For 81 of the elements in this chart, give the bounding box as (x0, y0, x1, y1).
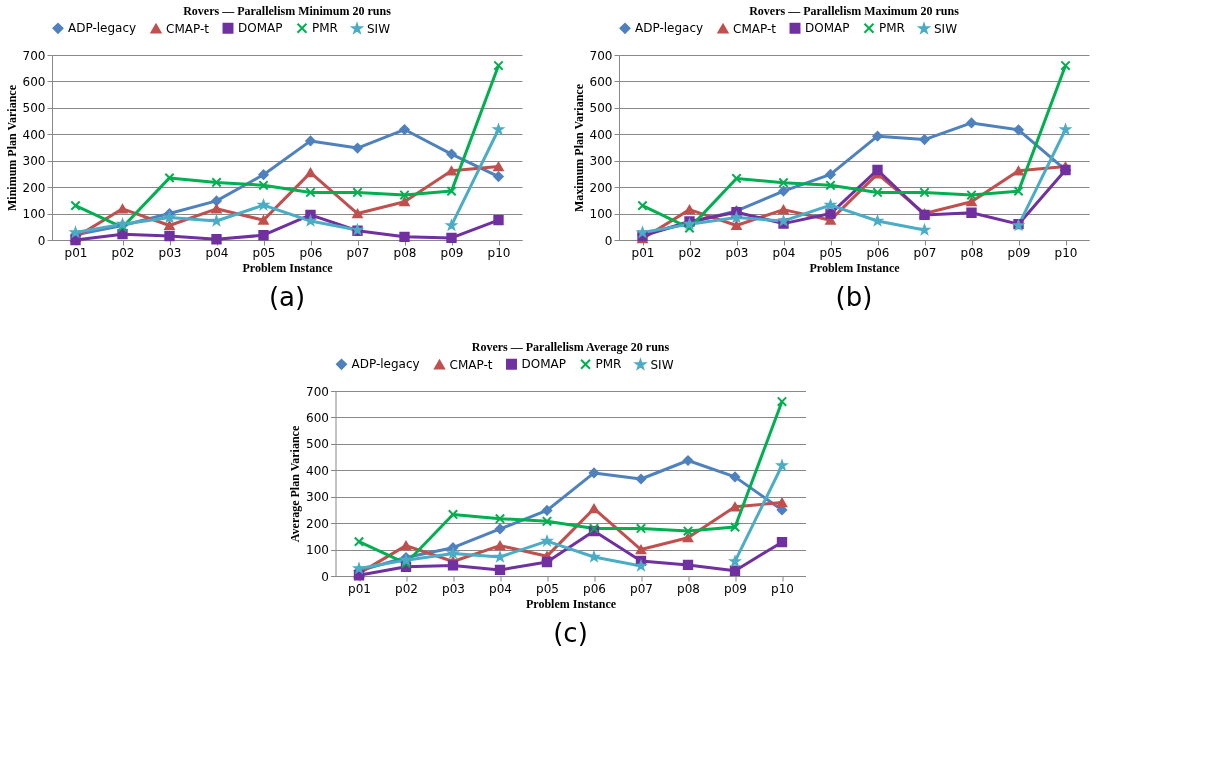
chart-title: Rovers — Parallelism Average 20 runs (471, 340, 670, 354)
y-tick-label: 100 (589, 207, 613, 222)
legend-label: CMAP-t (733, 21, 777, 36)
y-tick-label: 600 (22, 74, 46, 89)
x-tick-label: p08 (677, 581, 700, 596)
x-tick-label: p08 (960, 245, 984, 260)
y-tick-label: 300 (22, 154, 46, 169)
legend-label: ADP-legacy (351, 357, 420, 372)
y-axis-title: Maximum Plan Variance (571, 83, 586, 212)
x-tick-label: p09 (1007, 245, 1031, 260)
x-tick-label: p08 (393, 245, 417, 260)
chart-title: Rovers — Parallelism Minimum 20 runs (183, 4, 392, 18)
y-tick-label: 500 (589, 101, 613, 116)
legend-label: CMAP-t (449, 357, 493, 372)
y-tick-label: 100 (306, 543, 329, 558)
x-tick-label: p03 (725, 245, 749, 260)
x-tick-label: p06 (299, 245, 323, 260)
text: (c) (553, 618, 588, 648)
y-axis-title: Average Plan Variance (288, 425, 303, 543)
y-tick-label: 400 (22, 127, 46, 142)
y-tick-label: 200 (589, 180, 613, 195)
x-tick-label: p01 (64, 245, 88, 260)
legend-label: ADP-legacy (68, 21, 137, 36)
x-tick-label: p03 (158, 245, 182, 260)
y-tick-label: 600 (589, 74, 613, 89)
x-tick-label: p10 (1054, 245, 1078, 260)
y-tick-label: 0 (321, 569, 329, 584)
legend-label: SIW (934, 21, 958, 36)
y-tick-label: 600 (306, 410, 329, 425)
y-tick-label: 200 (306, 516, 329, 531)
legend-label: CMAP-t (166, 21, 210, 36)
y-tick-label: 500 (306, 437, 329, 452)
legend-label: DOMAP (238, 21, 283, 36)
y-tick-label: 700 (306, 384, 329, 399)
y-tick-label: 500 (22, 101, 46, 116)
y-tick-label: 700 (22, 48, 46, 63)
legend-label: PMR (595, 357, 622, 372)
text: (b) (835, 282, 873, 312)
x-tick-label: p09 (724, 581, 747, 596)
y-tick-label: 300 (589, 154, 613, 169)
x-axis-title: Problem Instance (525, 596, 617, 611)
x-tick-label: p01 (631, 245, 655, 260)
x-axis-title: Problem Instance (242, 260, 334, 275)
x-tick-label: p07 (913, 245, 937, 260)
chart-title: Rovers — Parallelism Maximum 20 runs (749, 4, 960, 18)
x-tick-label: p05 (252, 245, 276, 260)
y-tick-label: 100 (22, 207, 46, 222)
x-tick-label: p01 (348, 581, 371, 596)
x-tick-label: p02 (395, 581, 418, 596)
x-tick-label: p05 (819, 245, 843, 260)
legend-label: ADP-legacy (635, 21, 704, 36)
y-axis-title: Minimum Plan Variance (4, 84, 19, 212)
legend-label: PMR (879, 21, 905, 36)
x-tick-label: p10 (487, 245, 511, 260)
legend-label: SIW (367, 21, 391, 36)
text: (a) (268, 282, 306, 312)
legend-label: PMR (312, 21, 338, 36)
y-tick-label: 0 (37, 233, 46, 248)
x-tick-label: p02 (678, 245, 702, 260)
x-tick-label: p05 (536, 581, 559, 596)
y-tick-label: 400 (589, 127, 613, 142)
x-tick-label: p09 (440, 245, 464, 260)
y-tick-label: 300 (306, 490, 329, 505)
x-tick-label: p03 (442, 581, 465, 596)
x-tick-label: p10 (771, 581, 794, 596)
x-tick-label: p04 (772, 245, 796, 260)
x-tick-label: p07 (346, 245, 370, 260)
x-tick-label: p06 (583, 581, 606, 596)
x-tick-label: p07 (630, 581, 653, 596)
x-tick-label: p02 (111, 245, 135, 260)
legend-label: SIW (650, 357, 674, 372)
y-tick-label: 0 (604, 233, 613, 248)
y-tick-label: 200 (22, 180, 46, 195)
x-tick-label: p04 (489, 581, 512, 596)
y-tick-label: 400 (306, 463, 329, 478)
x-tick-label: p04 (205, 245, 229, 260)
x-axis-title: Problem Instance (809, 260, 901, 275)
y-tick-label: 700 (589, 48, 613, 63)
legend-label: DOMAP (805, 21, 850, 36)
legend-label: DOMAP (521, 357, 566, 372)
x-tick-label: p06 (866, 245, 890, 260)
